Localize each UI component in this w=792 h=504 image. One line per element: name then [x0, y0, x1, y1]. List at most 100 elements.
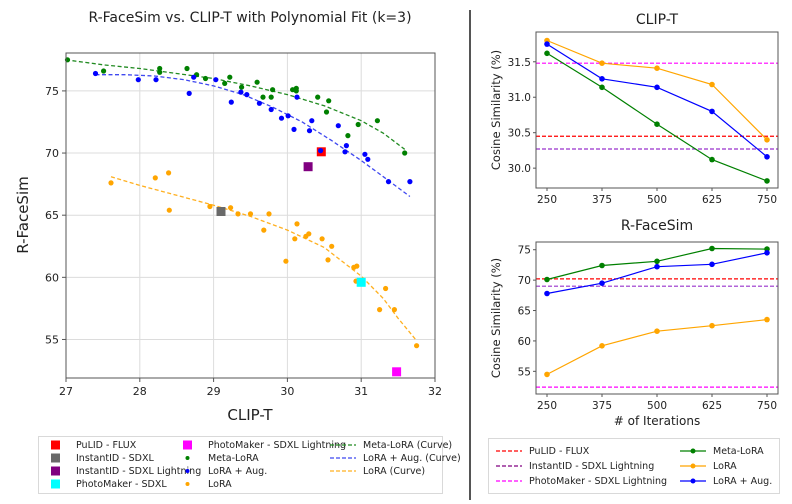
data-point-lora-aug-: [186, 90, 192, 96]
y-axis-label: Cosine Similarity (%): [489, 50, 503, 170]
legend-item: Meta-LoRA: [679, 445, 764, 457]
plot-frame: [535, 31, 779, 189]
y-tick-label: 65: [45, 209, 59, 222]
legend-label: PuLID - FLUX: [76, 439, 137, 451]
data-point-lora: [354, 263, 360, 269]
x-tick-label: 625: [702, 400, 722, 412]
data-point-meta-lora: [254, 79, 260, 85]
series-marker-lora: [654, 328, 660, 335]
data-point-meta-lora: [345, 133, 351, 139]
legend-label: LoRA: [713, 460, 737, 472]
series-line-lora: [546, 319, 768, 375]
data-point-lora-aug-: [343, 143, 349, 149]
legend-swatch-line-marker-icon: [679, 475, 707, 487]
series-marker-lora-aug-: [709, 261, 715, 268]
legend-label: InstantID - SDXL Lightning: [529, 460, 655, 472]
y-tick-label: 30.5: [508, 128, 531, 140]
y-tick-label: 55: [45, 333, 59, 346]
x-tick-label: 500: [647, 400, 667, 412]
legend-item: PhotoMaker - SDXL Lightning: [495, 475, 667, 487]
fit-curves: [65, 59, 418, 342]
data-point-meta-lora: [270, 87, 276, 93]
data-point-meta-lora: [101, 68, 107, 74]
legend-item: InstantID - SDXL: [42, 452, 154, 464]
y-tick-label: 65: [518, 306, 531, 318]
data-point-lora-aug-: [291, 126, 297, 132]
data-point-lora-aug-: [256, 100, 262, 106]
panel-divider: [469, 10, 471, 500]
scatter-chart: R-FaceSim vs. CLIP-T with Polynomial Fit…: [14, 10, 442, 424]
data-point-lora: [325, 257, 331, 263]
x-ticks: 250 375 500 625 750: [537, 394, 777, 412]
y-ticks: 55 60 65 70 75: [45, 85, 66, 346]
legend-swatch-square-icon: [42, 465, 70, 477]
data-point-lora: [329, 243, 335, 249]
y-tick-label: 31.5: [508, 57, 531, 69]
series-marker-meta-lora: [709, 245, 715, 252]
legend-item: LoRA + Aug.: [679, 475, 772, 487]
data-point-lora: [306, 231, 312, 237]
series-marker-lora-aug-: [599, 280, 605, 287]
scatter-legend: PuLID - FLUX InstantID - SDXL InstantID - …: [38, 436, 461, 494]
x-tick-label: 31: [354, 385, 368, 398]
series-marker-lora-aug-: [654, 263, 660, 270]
baseline-marker-instantid-sdxl-lightning: [303, 162, 313, 172]
y-tick-label: 70: [518, 275, 531, 287]
legend-item: Meta-LoRA (Curve): [329, 439, 452, 451]
x-axis-label: CLIP-T: [227, 406, 273, 424]
data-point-lora: [377, 307, 383, 313]
data-point-lora-aug-: [306, 128, 313, 134]
y-tick-label: 31.0: [508, 92, 531, 104]
series-marker-lora-aug-: [764, 250, 770, 256]
data-point-meta-lora: [222, 80, 228, 86]
data-point-lora-aug-: [362, 151, 368, 157]
legend-item: PhotoMaker - SDXL Lightning: [174, 439, 346, 451]
legend-item: PhotoMaker - SDXL: [42, 478, 167, 490]
x-tick-label: 30: [280, 385, 294, 398]
series-marker-lora: [654, 65, 660, 71]
legend-swatch-dot-icon: [174, 478, 202, 490]
x-tick-label: 28: [133, 385, 147, 398]
r-facesim-line-chart: R-FaceSim 250 375 500 625 750 55 60 65 70 75 # o…: [489, 218, 779, 428]
legend-label: Meta-LoRA: [208, 452, 259, 464]
series-marker-lora: [599, 343, 605, 349]
series-marker-meta-lora: [709, 156, 715, 163]
data-point-lora-aug-: [385, 179, 392, 185]
series-marker-lora: [544, 371, 550, 378]
legend-swatch-square-icon: [174, 439, 202, 451]
y-axis-label: R-FaceSim: [14, 176, 32, 253]
legend-swatch-square-icon: [42, 439, 70, 451]
legend-label: InstantID - SDXL Lightning: [76, 465, 202, 477]
baseline-lines: [536, 62, 778, 150]
data-point-lora-aug-: [244, 92, 250, 98]
data-point-lora-aug-: [238, 89, 244, 95]
chart-title: CLIP-T: [636, 12, 679, 28]
data-point-lora: [292, 236, 298, 242]
scatter-points: [64, 57, 420, 349]
series-marker-lora-aug-: [599, 76, 605, 82]
data-point-lora-aug-: [342, 149, 348, 155]
y-tick-label: 70: [45, 147, 59, 160]
data-point-meta-lora: [157, 65, 163, 72]
data-point-meta-lora: [374, 118, 380, 124]
y-tick-label: 60: [518, 336, 531, 348]
data-point-meta-lora: [293, 88, 299, 94]
data-point-lora-aug-: [285, 113, 291, 119]
data-point-meta-lora: [402, 150, 408, 156]
data-point-lora: [166, 170, 172, 176]
data-point-meta-lora: [323, 109, 330, 115]
series-line-lora-aug-: [546, 43, 768, 158]
data-point-lora-aug-: [92, 70, 99, 77]
series-marker-lora-aug-: [544, 41, 550, 47]
series-marker-lora-aug-: [764, 154, 770, 160]
data-point-lora-aug-: [335, 123, 341, 129]
series-marker-lora-aug-: [709, 108, 715, 115]
legend-item: PuLID - FLUX: [42, 439, 136, 451]
y-tick-label: 55: [518, 366, 531, 378]
fit-curve-lora-curve-: [110, 176, 418, 342]
line-chart-legend: PuLID - FLUX InstantID - SDXL Lightning Ph…: [488, 438, 780, 494]
data-point-lora-aug-: [294, 94, 300, 100]
legend-label: LoRA: [208, 478, 232, 490]
data-point-lora-aug: [318, 148, 324, 154]
